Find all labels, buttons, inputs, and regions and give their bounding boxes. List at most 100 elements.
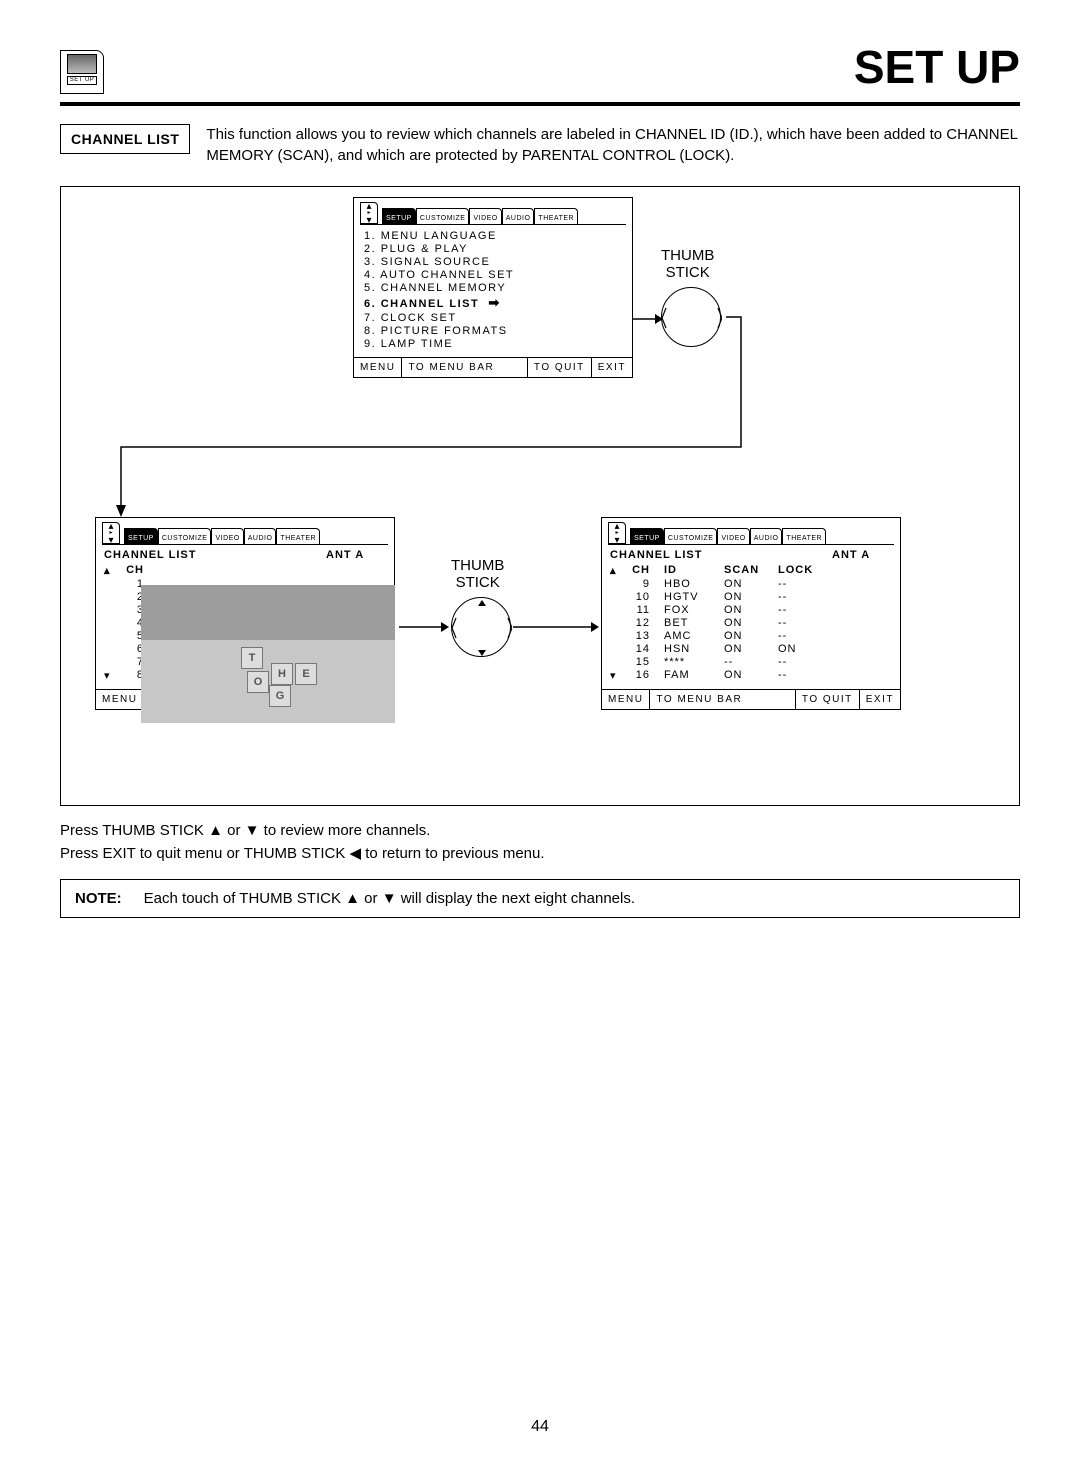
- setup-menu-body: 1. MENU LANGUAGE 2. PLUG & PLAY 3. SIGNA…: [354, 225, 632, 357]
- chev-down-icon: ▾: [104, 669, 122, 682]
- id: AMC: [664, 630, 724, 642]
- scan: ON: [724, 617, 778, 629]
- footer-to-quit: TO QUIT: [796, 690, 860, 709]
- press-instructions: Press THUMB STICK ▲ or ▼ to review more …: [60, 820, 1020, 865]
- osd-channel-list-right: ▴ ▸ ▾ SETUP CUSTOMIZE VIDEO AUDIO THEATE…: [601, 517, 901, 710]
- thumb-stick-label-mid: THUMB STICK: [451, 557, 504, 592]
- scan: ON: [724, 669, 778, 682]
- col-ch: CH: [122, 564, 158, 577]
- id: HBO: [664, 578, 724, 590]
- setup-icon-label: SET UP: [67, 76, 98, 85]
- ch: 14: [628, 643, 664, 655]
- lock: ON: [778, 643, 828, 655]
- chev-up-icon: ▴: [610, 564, 628, 577]
- col-ch: CH: [628, 564, 664, 577]
- osd-footer-br: MENU TO MENU BAR TO QUIT EXIT: [602, 689, 900, 709]
- tab-customize: CUSTOMIZE: [158, 528, 212, 544]
- tab-audio: AUDIO: [502, 208, 535, 224]
- osd-setup-menu: ▴ ▸ ▾ SETUP CUSTOMIZE VIDEO AUDIO THEATE…: [353, 197, 633, 378]
- osd-footer-top: MENU TO MENU BAR TO QUIT EXIT: [354, 357, 632, 377]
- tv-preview-image: T H E O G: [141, 585, 395, 723]
- id: ****: [664, 656, 724, 668]
- id: FOX: [664, 604, 724, 616]
- list-ant: ANT A: [832, 549, 892, 561]
- menu-item: 7. CLOCK SET: [364, 312, 622, 324]
- scan: ON: [724, 604, 778, 616]
- chev-up-icon: ▴: [104, 564, 122, 577]
- channel-list-label: CHANNEL LIST: [60, 124, 190, 154]
- tab-theater: THEATER: [782, 528, 826, 544]
- tab-video: VIDEO: [469, 208, 501, 224]
- arrow-right-top: [633, 313, 663, 325]
- scan: --: [724, 656, 778, 668]
- arrow-to-thumb-mid: [399, 621, 449, 633]
- menu-item: 4. AUTO CHANNEL SET: [364, 269, 622, 281]
- tab-row-top: ▴ ▸ ▾ SETUP CUSTOMIZE VIDEO AUDIO THEATE…: [354, 198, 632, 224]
- scan: ON: [724, 643, 778, 655]
- id: HSN: [664, 643, 724, 655]
- id: BET: [664, 617, 724, 629]
- menu-item: 8. PICTURE FORMATS: [364, 325, 622, 337]
- arrow-tab-icon: ▴ ▸ ▾: [102, 522, 120, 544]
- scan: ON: [724, 591, 778, 603]
- menu-item: 1. MENU LANGUAGE: [364, 230, 622, 242]
- scan: ON: [724, 578, 778, 590]
- footer-menu: MENU: [602, 690, 650, 709]
- scan: ON: [724, 630, 778, 642]
- tab-audio: AUDIO: [244, 528, 277, 544]
- menu-item-selected: 6. CHANNEL LIST ➡: [364, 295, 622, 311]
- tab-row-br: ▴ ▸ ▾ SETUP CUSTOMIZE VIDEO AUDIO THEATE…: [602, 518, 900, 544]
- arrow-to-right-osd: [513, 621, 599, 633]
- footer-menu: MENU: [96, 690, 144, 709]
- left-arrow-icon: ◀: [350, 845, 362, 862]
- footer-exit: EXIT: [592, 358, 632, 377]
- ch: 11: [628, 604, 664, 616]
- tab-setup: SETUP: [382, 208, 416, 224]
- channel-list-right-body: CHANNEL LIST ANT A ▴ CH ID SCAN LOCK 9HB…: [602, 545, 900, 689]
- list-title: CHANNEL LIST: [610, 549, 832, 561]
- chev-down-icon: ▾: [610, 669, 628, 682]
- tab-theater: THEATER: [534, 208, 578, 224]
- footer-to-menu-bar: TO MENU BAR: [402, 358, 527, 377]
- note-label: NOTE:: [75, 890, 122, 907]
- lock: --: [778, 656, 828, 668]
- footer-to-quit: TO QUIT: [528, 358, 592, 377]
- header-rule: [60, 102, 1020, 106]
- tab-theater: THEATER: [276, 528, 320, 544]
- menu-item: 9. LAMP TIME: [364, 338, 622, 350]
- tab-video: VIDEO: [211, 528, 243, 544]
- ch: 13: [628, 630, 664, 642]
- tab-row-bl: ▴ ▸ ▾ SETUP CUSTOMIZE VIDEO AUDIO THEATE…: [96, 518, 394, 544]
- tab-customize: CUSTOMIZE: [664, 528, 718, 544]
- footer-to-menu-bar: TO MENU BAR: [650, 690, 795, 709]
- ch: 16: [628, 669, 664, 682]
- page-title: SET UP: [854, 40, 1020, 94]
- menu-item: 3. SIGNAL SOURCE: [364, 256, 622, 268]
- setup-icon: SET UP: [60, 50, 104, 94]
- ch: 10: [628, 591, 664, 603]
- col-scan: SCAN: [724, 564, 778, 577]
- note-text: Each touch of THUMB STICK ▲ or ▼ will di…: [144, 890, 635, 907]
- lock: --: [778, 617, 828, 629]
- id: HGTV: [664, 591, 724, 603]
- page-header: SET UP SET UP: [60, 40, 1020, 94]
- col-lock: LOCK: [778, 564, 828, 577]
- lock: --: [778, 591, 828, 603]
- tab-audio: AUDIO: [750, 528, 783, 544]
- down-arrow-icon: ▼: [245, 822, 260, 839]
- thumb-stick-label-top: THUMB STICK: [661, 247, 714, 282]
- ch: 9: [628, 578, 664, 590]
- footer-exit: EXIT: [860, 690, 900, 709]
- menu-item: 2. PLUG & PLAY: [364, 243, 622, 255]
- arrow-tab-icon: ▴ ▸ ▾: [608, 522, 626, 544]
- lock: --: [778, 578, 828, 590]
- lock: --: [778, 604, 828, 616]
- tab-customize: CUSTOMIZE: [416, 208, 470, 224]
- list-ant: ANT A: [326, 549, 386, 561]
- up-arrow-icon: ▲: [345, 890, 360, 907]
- list-title: CHANNEL LIST: [104, 549, 326, 561]
- diagram-frame: ▴ ▸ ▾ SETUP CUSTOMIZE VIDEO AUDIO THEATE…: [60, 186, 1020, 806]
- tab-video: VIDEO: [717, 528, 749, 544]
- down-arrow-icon: ▼: [382, 890, 397, 907]
- thumb-stick-circle-mid: [451, 597, 511, 657]
